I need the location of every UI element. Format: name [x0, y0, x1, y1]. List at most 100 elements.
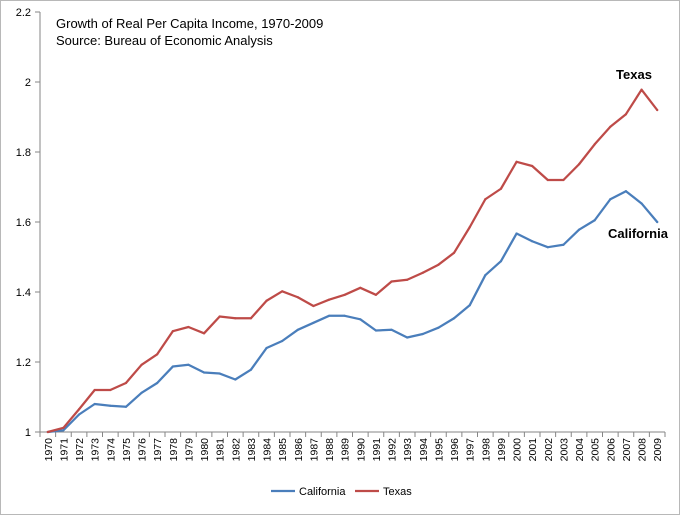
- data-point-texas: [343, 293, 346, 296]
- data-point-california: [484, 274, 487, 277]
- data-point-california: [281, 339, 284, 343]
- data-point-texas: [312, 304, 315, 308]
- data-point-california: [624, 190, 628, 193]
- data-point-california: [343, 314, 346, 317]
- data-point-california: [296, 328, 299, 331]
- x-tick-label: 1978: [168, 438, 180, 462]
- data-point-texas: [531, 164, 534, 168]
- x-tick-label: 1975: [121, 438, 133, 462]
- data-point-texas: [421, 271, 424, 274]
- data-point-texas: [656, 108, 659, 112]
- annotation-texas: Texas: [616, 67, 652, 82]
- data-point-texas: [93, 388, 96, 392]
- data-point-california: [577, 228, 581, 231]
- x-tick-label: 1992: [387, 438, 399, 462]
- data-point-texas: [374, 293, 378, 296]
- x-tick-label: 1995: [433, 438, 445, 462]
- y-tick-label: 1: [25, 427, 31, 439]
- legend-label-texas: Texas: [383, 486, 412, 498]
- data-point-california: [640, 202, 643, 205]
- y-tick-label: 2: [25, 77, 31, 89]
- data-point-texas: [437, 263, 440, 266]
- x-tick-label: 1991: [371, 438, 383, 462]
- data-point-texas: [296, 296, 299, 299]
- data-point-california: [531, 240, 534, 243]
- data-point-california: [265, 346, 268, 350]
- annotation-california: California: [608, 226, 669, 241]
- data-point-texas: [562, 178, 565, 182]
- x-tick-label: 1986: [293, 438, 305, 462]
- data-point-california: [202, 371, 206, 374]
- data-point-texas: [62, 426, 65, 429]
- x-tick-label: 1970: [43, 438, 55, 462]
- x-tick-label: 1987: [308, 438, 320, 462]
- data-point-california: [546, 246, 549, 249]
- data-point-texas: [234, 317, 237, 320]
- data-point-texas: [218, 315, 221, 318]
- data-point-texas: [609, 125, 612, 128]
- data-point-california: [515, 232, 518, 235]
- data-point-texas: [640, 88, 643, 91]
- data-point-california: [468, 304, 471, 307]
- x-tick-label: 1998: [480, 438, 492, 462]
- x-tick-label: 2006: [605, 438, 617, 462]
- data-point-texas: [109, 388, 112, 392]
- data-point-california: [593, 219, 596, 222]
- data-point-california: [249, 368, 253, 371]
- data-point-california: [62, 429, 65, 432]
- data-point-texas: [546, 178, 549, 182]
- x-tick-label: 1997: [465, 438, 477, 462]
- x-tick-label: 1972: [74, 438, 86, 462]
- data-point-texas: [327, 298, 331, 301]
- data-point-texas: [77, 408, 81, 411]
- x-tick-label: 1990: [355, 438, 367, 462]
- data-point-texas: [124, 381, 128, 385]
- chart-title: Growth of Real Per Capita Income, 1970-2…: [56, 16, 324, 31]
- x-tick-label: 2003: [558, 438, 570, 462]
- x-tick-label: 1989: [340, 438, 352, 462]
- data-point-texas: [202, 332, 206, 335]
- x-tick-label: 1976: [137, 438, 149, 462]
- data-point-texas: [156, 353, 159, 356]
- data-point-california: [609, 198, 612, 201]
- series-line-california: [46, 190, 659, 434]
- data-point-texas: [265, 299, 268, 302]
- y-tick-label: 2.2: [16, 7, 31, 19]
- x-tick-label: 2008: [637, 438, 649, 462]
- x-tick-label: 1973: [90, 438, 102, 462]
- x-tick-label: 1985: [277, 438, 289, 462]
- data-point-texas: [359, 286, 362, 289]
- x-tick-label: 1971: [58, 438, 70, 462]
- x-tick-label: 1981: [215, 438, 227, 462]
- x-tick-label: 1984: [262, 438, 274, 462]
- data-point-texas: [46, 430, 49, 434]
- y-tick-label: 1.6: [16, 217, 31, 229]
- data-point-california: [234, 378, 237, 381]
- data-point-california: [187, 363, 190, 366]
- data-point-california: [374, 329, 378, 332]
- data-point-california: [171, 365, 174, 368]
- x-tick-label: 1983: [246, 438, 258, 462]
- x-tick-label: 1999: [496, 438, 508, 462]
- x-tick-label: 1988: [324, 438, 336, 462]
- data-point-california: [406, 336, 409, 339]
- data-point-texas: [515, 160, 518, 163]
- data-point-california: [218, 372, 221, 375]
- data-point-california: [312, 321, 315, 324]
- x-tick-label: 1977: [152, 438, 164, 462]
- data-point-california: [499, 260, 503, 263]
- data-point-california: [124, 405, 128, 408]
- data-point-texas: [140, 363, 143, 366]
- series-line-texas: [46, 88, 659, 434]
- y-tick-label: 1.8: [16, 147, 31, 159]
- chart-subtitle: Source: Bureau of Economic Analysis: [56, 33, 273, 48]
- data-point-texas: [281, 290, 284, 293]
- data-point-california: [421, 332, 424, 336]
- data-point-texas: [171, 330, 174, 333]
- x-tick-label: 1979: [183, 438, 195, 462]
- data-point-california: [562, 243, 565, 246]
- data-point-texas: [249, 317, 253, 320]
- data-point-texas: [484, 198, 487, 201]
- data-point-texas: [452, 251, 456, 254]
- legend-label-california: California: [299, 486, 346, 498]
